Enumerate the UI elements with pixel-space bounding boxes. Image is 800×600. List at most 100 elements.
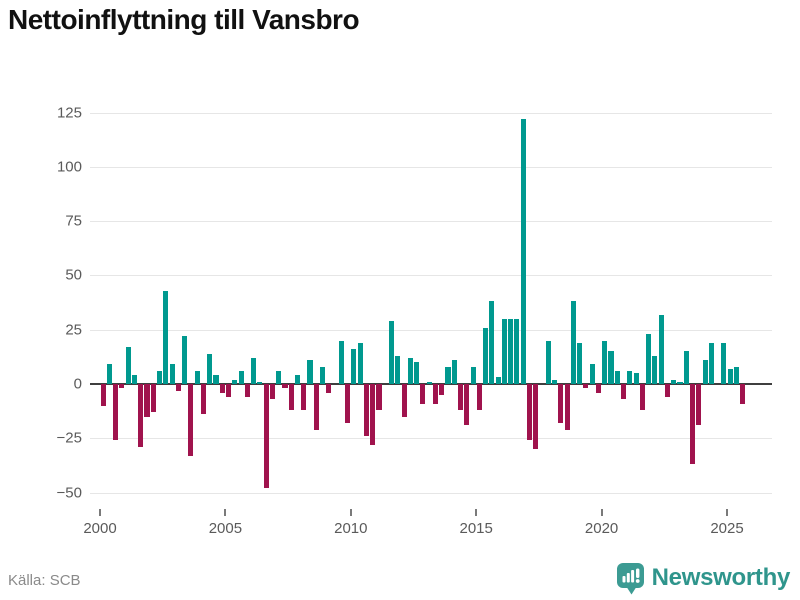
bar [583, 384, 589, 389]
bar [508, 318, 514, 384]
bar [188, 384, 194, 456]
x-axis-label: 2000 [83, 520, 117, 537]
bar [338, 340, 344, 384]
gridline [90, 166, 772, 168]
gridline [90, 275, 772, 277]
bar [432, 384, 438, 404]
bar [414, 362, 420, 384]
x-axis-tick [726, 509, 728, 516]
bar [464, 384, 470, 426]
gridline [90, 438, 772, 440]
source-text: Källa: SCB [8, 572, 81, 589]
bar [370, 384, 376, 445]
bar [696, 384, 702, 426]
bar [301, 384, 307, 411]
bar [740, 384, 746, 404]
bar [125, 347, 131, 384]
x-axis-tick [99, 509, 101, 516]
bar [200, 384, 206, 415]
bar [113, 384, 119, 441]
bar [219, 384, 225, 393]
bar [708, 342, 714, 384]
y-axis-label: 50 [65, 266, 82, 284]
bar [451, 360, 457, 384]
y-axis-label: 125 [56, 104, 82, 121]
newsworthy-logo: Newsworthy [616, 560, 790, 596]
bar [558, 384, 564, 424]
bar [564, 384, 570, 430]
bar [276, 370, 282, 384]
bar [495, 377, 501, 384]
gridline [90, 112, 772, 114]
bar [526, 384, 533, 441]
chart-title: Nettoinflyttning till Vansbro [8, 4, 360, 35]
bar [646, 334, 652, 384]
bar [520, 119, 526, 384]
bar [545, 340, 551, 384]
bar [163, 290, 169, 384]
bar [727, 368, 733, 384]
bar [627, 370, 633, 384]
bar [238, 370, 244, 384]
bar [119, 384, 125, 389]
bar [621, 384, 627, 400]
bar [439, 384, 445, 395]
bar [426, 381, 432, 384]
bar [194, 370, 200, 384]
bar [357, 342, 363, 384]
bar [363, 384, 369, 437]
bar [175, 384, 181, 391]
bar [395, 355, 401, 384]
bar [144, 384, 150, 417]
bar [294, 375, 301, 384]
bar [313, 384, 319, 430]
bar [150, 384, 156, 413]
bar [664, 384, 670, 398]
bar [138, 384, 144, 447]
x-axis-label: 2020 [584, 520, 619, 537]
gridline [90, 383, 772, 385]
bar [288, 384, 294, 411]
bar [401, 384, 407, 417]
bar [721, 342, 727, 384]
bar [445, 366, 451, 384]
bar [225, 384, 232, 398]
bar [207, 353, 213, 384]
y-axis-label: 75 [65, 212, 82, 230]
bar [326, 384, 332, 393]
bar [376, 384, 382, 411]
bar [420, 384, 426, 404]
bar [602, 340, 608, 384]
gridline [90, 329, 772, 331]
bar [470, 366, 476, 384]
bar [232, 379, 238, 384]
bar [514, 318, 520, 384]
bar [671, 379, 677, 384]
x-axis-tick [349, 509, 352, 516]
bar [106, 364, 112, 384]
bar [577, 342, 583, 384]
bar [570, 301, 576, 384]
bar [476, 384, 482, 411]
bar [689, 384, 696, 465]
bar [683, 351, 689, 384]
bar [407, 357, 413, 384]
bar [157, 370, 163, 384]
x-axis-label: 2010 [334, 520, 368, 537]
bar [307, 360, 313, 384]
x-axis-label: 2005 [208, 520, 243, 537]
x-axis-tick [224, 509, 227, 516]
bar [533, 384, 539, 450]
bar [263, 384, 269, 489]
bar [182, 336, 188, 384]
bar [614, 370, 620, 384]
y-axis-label: 0 [73, 375, 82, 393]
bar [282, 384, 288, 389]
y-axis-label: −25 [56, 429, 82, 447]
x-axis-tick [600, 509, 603, 516]
bar [639, 384, 645, 411]
bar [608, 351, 614, 384]
bar [131, 375, 138, 384]
bar [489, 301, 495, 384]
